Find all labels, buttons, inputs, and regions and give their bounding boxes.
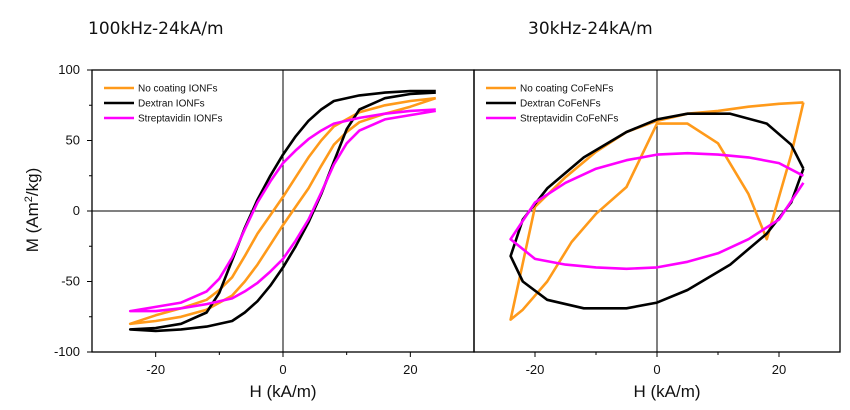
left-x-tick-label: 0 [279,362,286,377]
right-series-dextran-cofenfs [509,112,805,310]
left-y-tick-label: -100 [54,344,80,359]
left-x-tick-label: 20 [403,362,417,377]
right-x-axis-label: H (kA/m) [633,382,700,401]
right-chart-title: 30kHz-24kA/m [528,19,653,39]
left-y-tick-label: 100 [58,62,80,77]
left-y-axis-label: M (Am2/kg) [23,168,42,253]
left-y-tick-label: -50 [61,274,80,289]
right-series-streptavidin-cofenfs [509,151,805,271]
left-series-no-coating-ionfs [128,96,437,326]
left-legend-label: Dextran IONFs [138,99,205,110]
left-x-axis-label: H (kA/m) [249,382,316,401]
right-legend-label: Dextran CoFeNFs [520,99,601,110]
left-legend-label: No coating IONFs [138,84,217,95]
right-legend-label: No coating CoFeNFs [520,84,613,95]
left-y-tick-label: 0 [73,203,80,218]
right-x-tick-label: -20 [526,362,545,377]
right-x-tick-label: 20 [772,362,786,377]
left-y-tick-label: 50 [66,133,80,148]
left-series-streptavidin-ionfs [128,108,437,313]
left-chart-title: 100kHz-24kA/m [88,19,224,39]
left-legend-label: Streptavidin IONFs [138,114,222,125]
left-x-tick-label: -20 [146,362,165,377]
right-x-tick-label: 0 [653,362,660,377]
right-legend-label: Streptavidin CoFeNFs [520,114,618,125]
